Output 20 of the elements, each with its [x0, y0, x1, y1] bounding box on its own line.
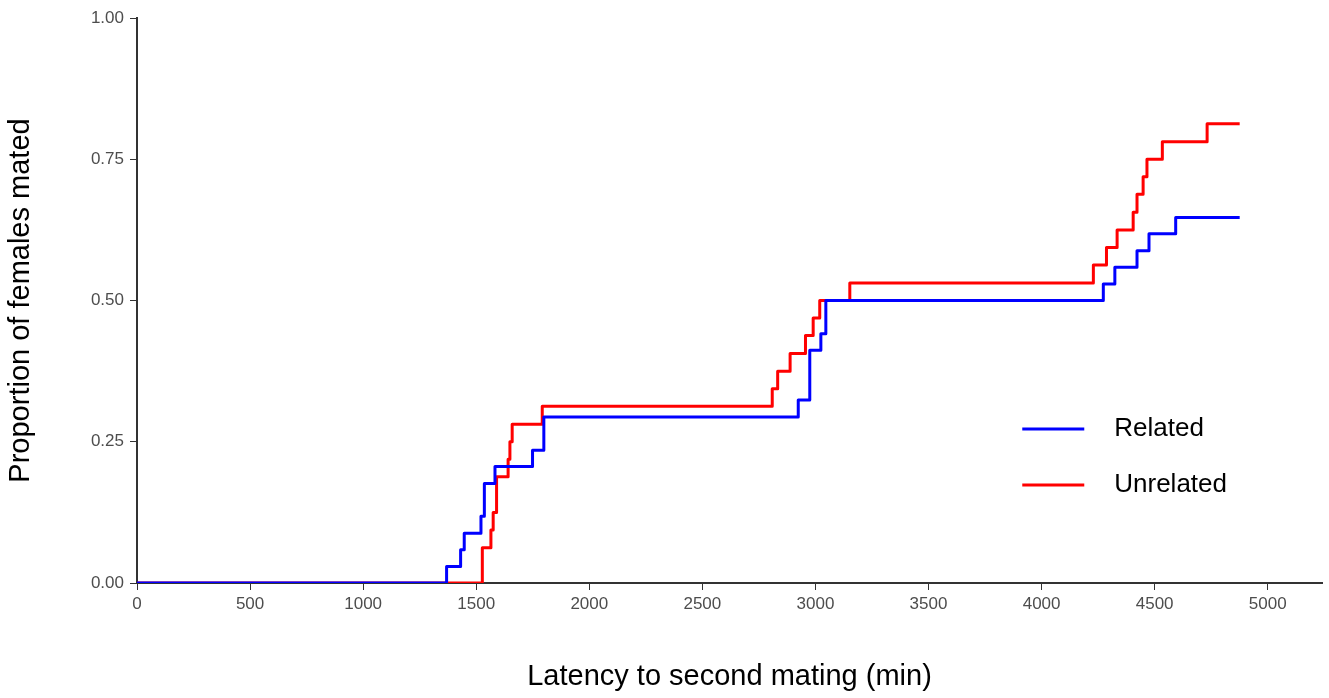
- x-tick-label: 0: [132, 593, 142, 613]
- x-tick-label: 1500: [457, 593, 496, 613]
- y-tick-label: 0.25: [90, 431, 124, 451]
- legend-label: Related: [1114, 412, 1204, 443]
- x-tick-label: 4500: [1135, 593, 1174, 613]
- y-tick-label: 0.50: [90, 290, 124, 310]
- y-tick-label: 0.00: [90, 572, 124, 592]
- x-tick-label: 3000: [796, 593, 835, 613]
- x-tick-label: 1000: [344, 593, 383, 613]
- x-tick-label: 4000: [1022, 593, 1061, 613]
- y-axis-title: Proportion of females mated: [3, 118, 36, 483]
- x-tick-label: 2500: [683, 593, 722, 613]
- x-tick-label: 500: [235, 593, 265, 613]
- legend-label: Unrelated: [1114, 468, 1227, 499]
- y-tick-label: 1.00: [90, 7, 124, 27]
- x-tick-label: 5000: [1248, 593, 1287, 613]
- x-tick-label: 2000: [570, 593, 609, 613]
- x-tick-label: 3500: [909, 593, 948, 613]
- x-axis-title: Latency to second mating (min): [527, 658, 932, 691]
- y-tick-label: 0.75: [90, 148, 124, 168]
